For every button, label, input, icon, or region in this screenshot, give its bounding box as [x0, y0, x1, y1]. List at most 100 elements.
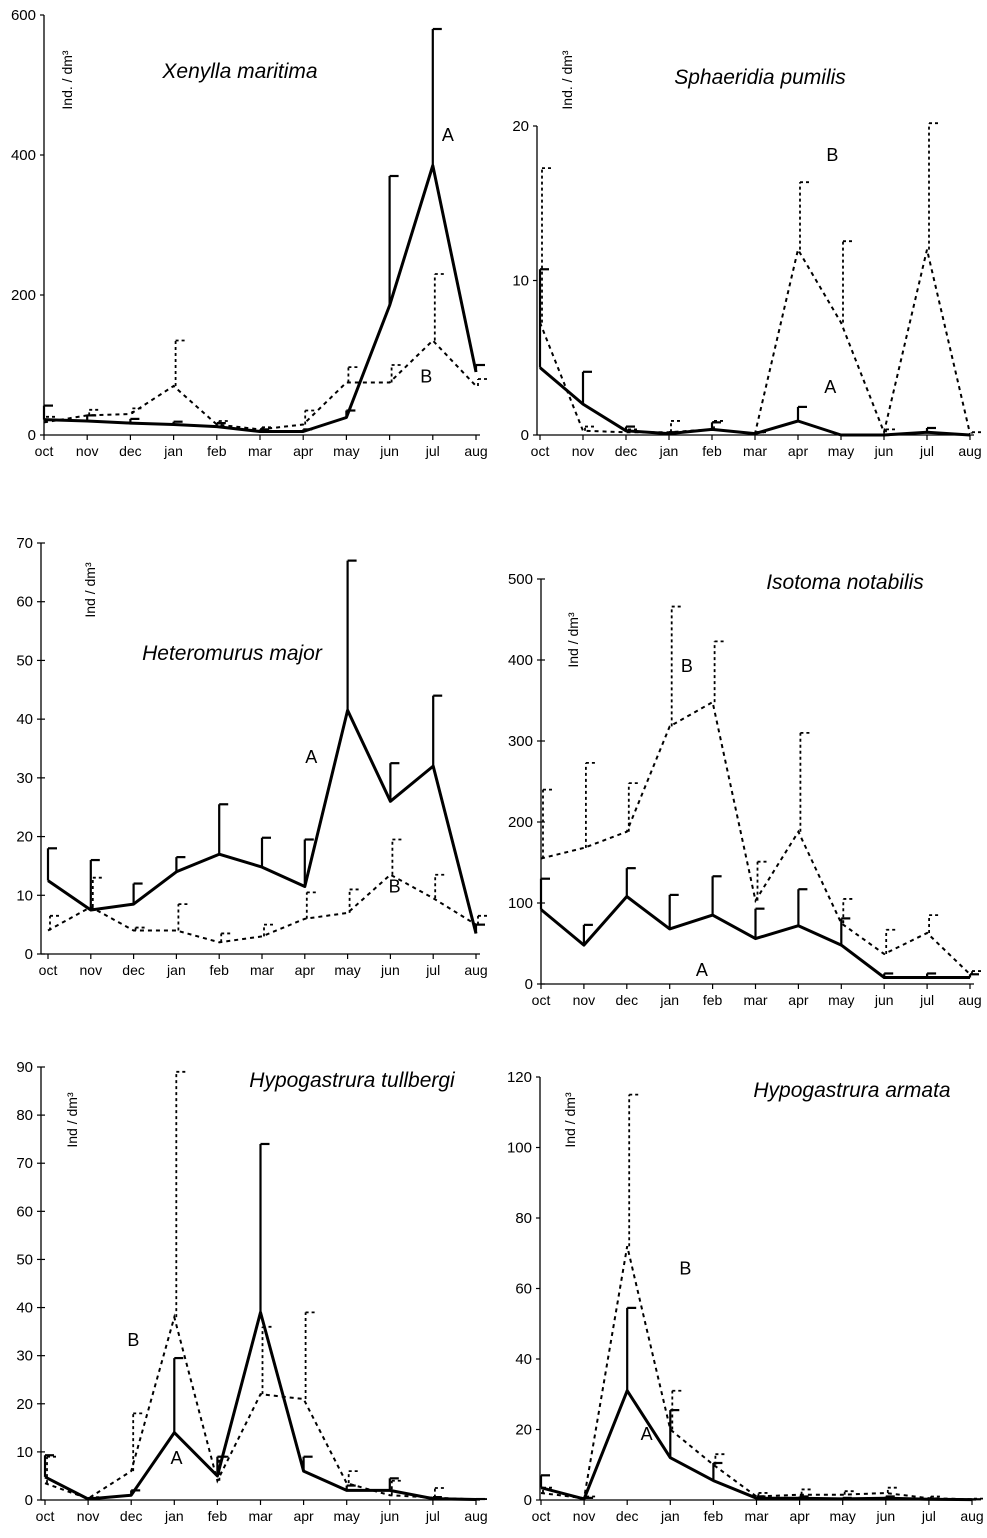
y-tick-label: 60	[16, 594, 33, 611]
y-tick-label: 80	[16, 1107, 33, 1124]
x-tick-label: may	[333, 443, 359, 459]
x-tick-label: dec	[616, 992, 639, 1008]
x-tick-label: jun	[875, 1508, 895, 1524]
series-label-A: A	[696, 960, 708, 980]
x-tick-label: aug	[958, 992, 981, 1008]
y-tick-label: 70	[16, 535, 33, 552]
y-tick-label: 0	[25, 1492, 33, 1509]
x-tick-label: apr	[788, 992, 809, 1008]
x-tick-label: jan	[163, 443, 183, 459]
x-tick-label: aug	[958, 443, 981, 459]
y-tick-label: 60	[515, 1281, 532, 1298]
series-label-B: B	[127, 1330, 139, 1350]
y-tick-label: 0	[525, 976, 533, 993]
chart-panel-4: 0 100 200 300 400 500 oct nov dec jan feb mar apr may…	[508, 571, 982, 1008]
x-tick-label: may	[333, 1508, 359, 1524]
x-tick-label: jun	[380, 962, 400, 978]
y-axis-label: Ind / dm³	[562, 1092, 578, 1148]
x-tick-label: feb	[703, 992, 723, 1008]
x-tick-label: nov	[80, 962, 103, 978]
y-tick-label: 100	[508, 895, 533, 912]
y-tick-label: 30	[16, 770, 33, 787]
chart-panel-5: 0 10 20 30 40 50 60 70 80 90 oct nov dec jan feb mar apr…	[16, 1059, 487, 1524]
x-tick-label: jul	[919, 992, 934, 1008]
y-tick-label: 30	[16, 1348, 33, 1365]
x-tick-label: jun	[874, 443, 894, 459]
x-tick-label: apr	[789, 1508, 810, 1524]
x-tick-label: oct	[532, 1508, 551, 1524]
series-label-A: A	[170, 1448, 182, 1468]
series-label-B: B	[389, 876, 401, 896]
chart-panel-6: 0 20 40 60 80 100 120 oct nov dec jan feb mar apr may j…	[507, 1069, 984, 1524]
series-A-line	[539, 366, 971, 437]
x-tick-label: jun	[379, 1508, 399, 1524]
x-tick-label: feb	[702, 443, 722, 459]
series-label-B: B	[681, 656, 693, 676]
y-tick-label: 70	[16, 1155, 33, 1172]
y-axis-label: Ind. / dm³	[59, 50, 75, 109]
x-tick-label: aug	[464, 1508, 487, 1524]
y-tick-label: 300	[508, 733, 533, 750]
x-tick-label: nov	[573, 992, 596, 1008]
series-B-line	[47, 873, 477, 944]
series-B-line	[540, 700, 971, 976]
series-A-line	[47, 708, 478, 934]
y-tick-label: 120	[507, 1069, 532, 1086]
y-tick-label: 20	[515, 1422, 532, 1439]
x-tick-label: jul	[425, 1508, 440, 1524]
y-tick-label: 90	[16, 1059, 33, 1076]
chart-panel-1: 0 200 400 600 oct nov dec jan feb mar apr may jun jul…	[11, 7, 488, 459]
chart-panel-2: 0 10 20 oct nov dec jan feb mar apr may jun jul aug In…	[512, 50, 981, 459]
series-B-line	[43, 339, 477, 431]
series-label-B: B	[420, 367, 432, 387]
x-tick-label: jun	[874, 992, 894, 1008]
y-tick-label: 10	[16, 887, 33, 904]
x-tick-label: nov	[77, 1508, 100, 1524]
y-tick-label: 40	[16, 1300, 33, 1317]
x-tick-label: oct	[35, 443, 54, 459]
y-tick-label: 100	[507, 1140, 532, 1157]
x-tick-label: mar	[743, 443, 767, 459]
chart-title: Xenylla maritima	[161, 60, 317, 83]
series-B-line	[540, 1245, 973, 1501]
y-tick-label: 80	[515, 1210, 532, 1227]
y-axis-label: Ind / dm³	[64, 1092, 80, 1148]
series-A-line	[44, 1310, 477, 1501]
series-B-line	[539, 246, 971, 436]
y-tick-label: 10	[512, 273, 529, 290]
x-tick-label: jan	[659, 992, 679, 1008]
y-axis-label: Ind. / dm³	[559, 50, 575, 109]
x-tick-label: feb	[208, 1508, 228, 1524]
x-tick-label: dec	[122, 962, 145, 978]
chart-title: Hypogastrura armata	[753, 1079, 950, 1102]
x-tick-label: oct	[39, 962, 58, 978]
y-tick-label: 20	[16, 829, 33, 846]
y-tick-label: 200	[508, 814, 533, 831]
y-axis-label: Ind / dm³	[82, 562, 98, 618]
x-tick-label: jul	[921, 1508, 936, 1524]
x-tick-label: aug	[464, 443, 487, 459]
y-tick-label: 50	[16, 652, 33, 669]
chart-panel-3: 0 10 20 30 40 50 60 70 oct nov dec jan feb mar apr may j…	[16, 535, 487, 978]
x-tick-label: jun	[379, 443, 399, 459]
x-tick-label: oct	[531, 443, 550, 459]
x-tick-label: mar	[248, 1508, 272, 1524]
x-tick-label: feb	[704, 1508, 724, 1524]
series-label-B: B	[826, 145, 838, 165]
series-label-A: A	[824, 377, 836, 397]
x-tick-label: jan	[659, 443, 679, 459]
x-tick-label: nov	[76, 443, 99, 459]
x-tick-label: mar	[743, 992, 767, 1008]
x-tick-label: apr	[293, 1508, 314, 1524]
series-label-A: A	[305, 747, 317, 767]
series-B-line	[44, 1313, 477, 1501]
x-tick-label: may	[829, 1508, 855, 1524]
x-tick-label: jan	[660, 1508, 680, 1524]
y-tick-label: 40	[16, 711, 33, 728]
chart-title: Sphaeridia pumilis	[674, 66, 846, 89]
series-label-A: A	[641, 1424, 653, 1444]
x-tick-label: nov	[572, 443, 595, 459]
y-tick-label: 40	[515, 1351, 532, 1368]
x-tick-label: oct	[36, 1508, 55, 1524]
series-label-A: A	[442, 125, 454, 145]
